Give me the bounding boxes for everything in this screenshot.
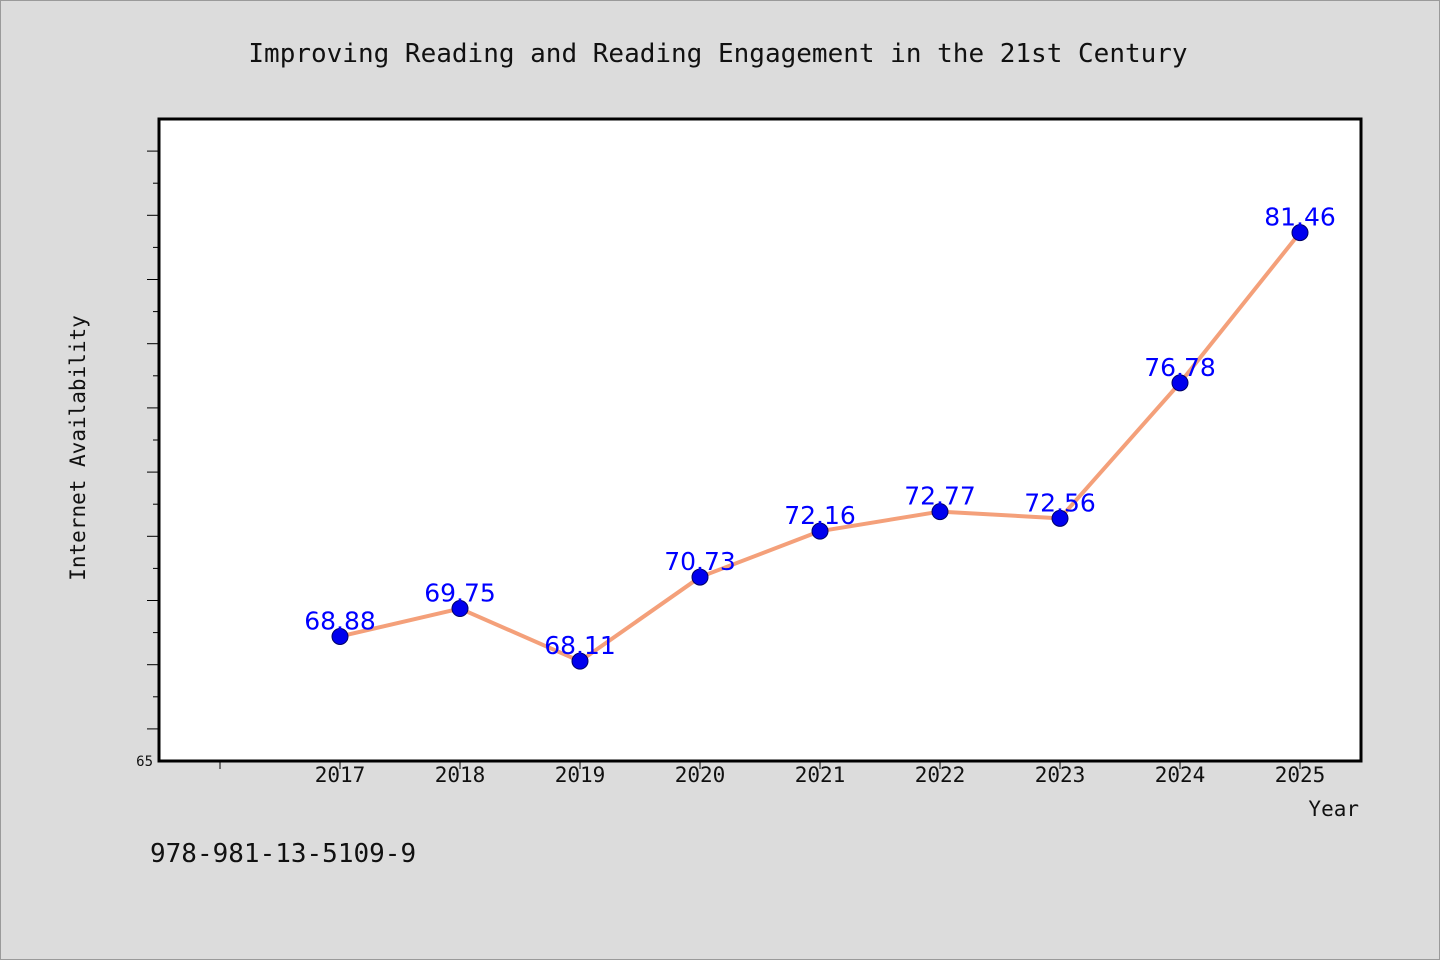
data-point-2025 bbox=[1291, 224, 1309, 242]
y-axis-label: Internet Availability bbox=[66, 315, 90, 581]
chart-title: Improving Reading and Reading Engagement… bbox=[248, 39, 1187, 69]
data-label-2021: 72.16 bbox=[784, 501, 856, 530]
x-tick-label-2024: 2024 bbox=[1155, 763, 1206, 787]
data-point-2021 bbox=[811, 522, 829, 540]
data-label-2025: 81.46 bbox=[1264, 203, 1336, 232]
data-point-2020 bbox=[691, 568, 709, 586]
x-tick-label-2025: 2025 bbox=[1275, 763, 1326, 787]
data-point-2018 bbox=[451, 600, 469, 618]
x-axis-label: Year bbox=[1308, 797, 1359, 821]
x-tick-label-2018: 2018 bbox=[435, 763, 486, 787]
x-tick-label-2021: 2021 bbox=[795, 763, 846, 787]
y-axis-ticks bbox=[147, 150, 159, 730]
data-point-2017 bbox=[331, 627, 349, 645]
x-tick-label-2022: 2022 bbox=[915, 763, 966, 787]
data-label-2020: 70.73 bbox=[664, 547, 736, 576]
series-layer: 68.88 69.75 68.11 70.73 72.16 72.77 72.56 76.78… bbox=[304, 203, 1336, 670]
data-label-2019: 68.11 bbox=[544, 631, 616, 660]
data-point-2019 bbox=[571, 652, 589, 670]
x-tick-labels: 2017 2018 2019 2020 2021 2022 2023 2024 2025 bbox=[315, 763, 1326, 787]
x-tick-label-2020: 2020 bbox=[675, 763, 726, 787]
x-tick-label-2019: 2019 bbox=[555, 763, 606, 787]
x-tick-label-2017: 2017 bbox=[315, 763, 366, 787]
y-tick-label-min: 65 bbox=[136, 754, 153, 770]
data-point-2024 bbox=[1171, 374, 1189, 392]
data-label-2024: 76.78 bbox=[1144, 353, 1216, 382]
data-label-2022: 72.77 bbox=[904, 482, 976, 511]
data-label-2018: 69.75 bbox=[424, 579, 496, 608]
data-label-2017: 68.88 bbox=[304, 606, 376, 635]
x-tick-label-2023: 2023 bbox=[1035, 763, 1086, 787]
data-point-2023 bbox=[1051, 509, 1069, 527]
x-axis-ticks bbox=[219, 761, 1301, 769]
plot-area bbox=[157, 117, 1363, 763]
data-point-2022 bbox=[931, 503, 949, 521]
footer-isbn: 978-981-13-5109-9 bbox=[150, 839, 416, 869]
data-label-2023: 72.56 bbox=[1024, 488, 1096, 517]
